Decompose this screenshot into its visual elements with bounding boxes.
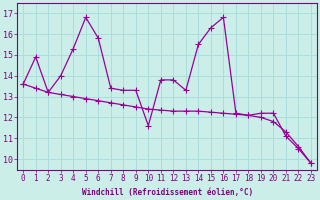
X-axis label: Windchill (Refroidissement éolien,°C): Windchill (Refroidissement éolien,°C) — [82, 188, 253, 197]
